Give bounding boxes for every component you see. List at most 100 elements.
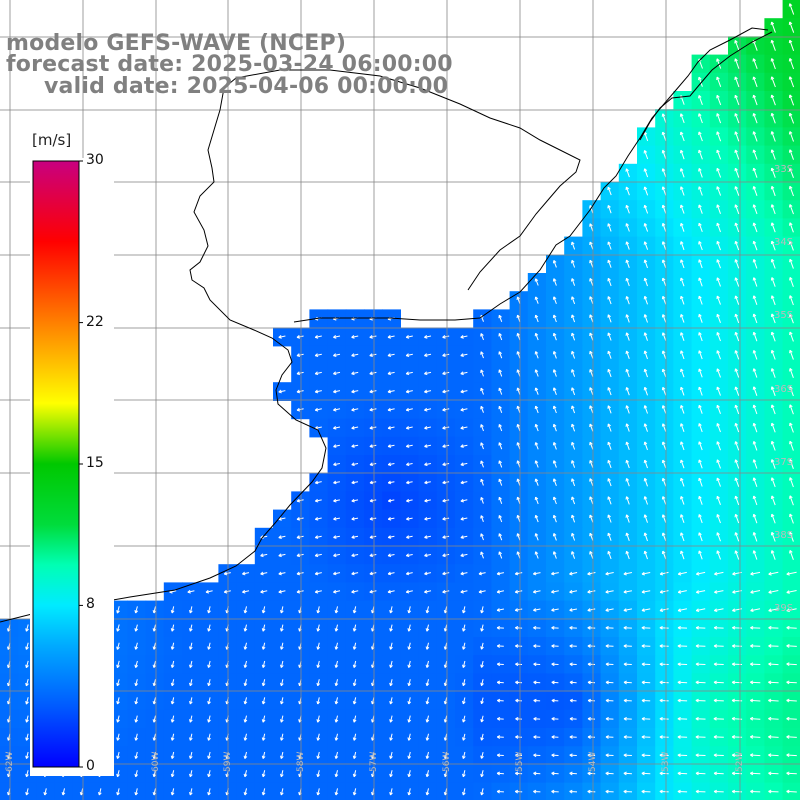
latitude-label: 38S xyxy=(774,530,793,541)
wind-arrow xyxy=(387,498,395,503)
wind-arrow xyxy=(734,58,740,69)
wind-arrow xyxy=(405,353,413,357)
wind-arrow xyxy=(260,571,268,576)
wind-arrow xyxy=(643,496,648,505)
wind-arrow xyxy=(460,589,468,594)
wind-arrow xyxy=(442,589,450,594)
wind-arrow xyxy=(296,389,304,394)
wind-arrow xyxy=(661,131,667,142)
wind-arrow xyxy=(387,480,395,485)
wind-arrow xyxy=(752,422,758,433)
wind-arrow xyxy=(296,517,304,521)
wind-arrow xyxy=(679,113,685,124)
wind-arrow xyxy=(333,335,341,339)
wind-arrow xyxy=(314,535,322,539)
wind-arrow xyxy=(698,332,703,342)
wind-arrow xyxy=(589,314,594,323)
wind-arrow xyxy=(625,532,630,541)
colorbar-tick-label: 22 xyxy=(86,313,104,330)
wind-arrow xyxy=(589,278,594,286)
wind-arrow xyxy=(625,496,630,505)
wind-arrow xyxy=(314,353,322,357)
wind-arrow xyxy=(625,314,630,323)
wind-arrow xyxy=(680,259,685,269)
wind-arrow xyxy=(752,513,758,524)
wind-arrow xyxy=(552,387,557,395)
wind-arrow xyxy=(424,480,431,485)
wind-arrow xyxy=(661,368,667,378)
wind-arrow xyxy=(351,353,359,357)
wind-arrow xyxy=(552,460,557,468)
wind-arrow xyxy=(734,513,740,524)
wind-arrow xyxy=(643,150,649,160)
wind-arrow xyxy=(659,571,669,576)
wind-arrow xyxy=(714,571,724,576)
longitude-label: 55W xyxy=(515,752,525,772)
wind-arrow xyxy=(734,386,740,396)
wind-arrow xyxy=(369,535,377,539)
wind-arrow xyxy=(278,335,286,339)
latitude-label: 34S xyxy=(774,237,793,248)
wind-arrow xyxy=(442,389,450,394)
wind-arrow xyxy=(716,94,722,106)
wind-arrow xyxy=(788,112,795,124)
wind-arrow xyxy=(752,368,758,378)
wind-arrow xyxy=(424,426,432,430)
wind-arrow xyxy=(698,423,703,433)
colorbar-tick-label: 15 xyxy=(86,455,104,471)
wind-arrow xyxy=(698,76,703,87)
wind-arrow xyxy=(424,389,432,394)
wind-arrow xyxy=(534,332,539,341)
wind-arrow xyxy=(260,553,268,558)
wind-arrow xyxy=(333,498,340,503)
wind-arrow xyxy=(788,76,795,88)
wind-arrow xyxy=(460,371,468,376)
wind-arrow xyxy=(571,478,576,487)
wind-arrow xyxy=(680,186,685,196)
wind-arrow xyxy=(770,404,776,415)
wind-arrow xyxy=(314,407,322,412)
wind-arrow xyxy=(296,407,304,412)
wind-arrow xyxy=(296,335,304,339)
wind-arrow xyxy=(661,186,667,196)
wind-arrow xyxy=(698,186,703,196)
wind-arrow xyxy=(661,532,667,542)
wind-arrow xyxy=(680,241,685,251)
wind-arrow xyxy=(571,259,576,268)
wind-arrow xyxy=(387,335,395,339)
wind-arrow xyxy=(552,332,557,341)
wind-arrow xyxy=(442,444,450,448)
wind-arrow xyxy=(734,422,740,433)
wind-arrow xyxy=(496,589,505,594)
wind-arrow xyxy=(661,496,667,505)
wind-arrow xyxy=(716,550,721,560)
wind-arrow xyxy=(333,571,341,576)
wind-arrow xyxy=(480,497,484,504)
wind-arrow xyxy=(314,517,322,521)
wind-arrow xyxy=(351,498,359,503)
wind-arrow xyxy=(460,535,468,539)
wind-arrow xyxy=(498,460,503,468)
wind-arrow xyxy=(734,259,740,269)
wind-arrow xyxy=(424,371,432,376)
wind-arrow xyxy=(351,517,359,521)
wind-arrow xyxy=(752,331,758,342)
wind-arrow xyxy=(625,223,630,232)
wind-arrow xyxy=(643,259,648,269)
wind-arrow xyxy=(589,369,594,377)
latitude-label: 33S xyxy=(774,164,793,175)
wind-arrow xyxy=(680,314,685,323)
wind-arrow xyxy=(405,426,413,430)
wind-arrow xyxy=(480,533,484,541)
wind-arrow xyxy=(680,295,685,305)
wind-arrow xyxy=(351,462,359,467)
wind-arrow xyxy=(789,459,794,469)
wind-arrow xyxy=(680,477,685,487)
wind-arrow xyxy=(716,459,721,469)
wind-arrow xyxy=(695,571,706,576)
wind-arrow xyxy=(789,258,794,269)
wind-arrow xyxy=(716,131,722,142)
wind-arrow xyxy=(534,423,539,432)
wind-arrow xyxy=(625,204,630,214)
longitude-label: 54W xyxy=(588,752,598,772)
